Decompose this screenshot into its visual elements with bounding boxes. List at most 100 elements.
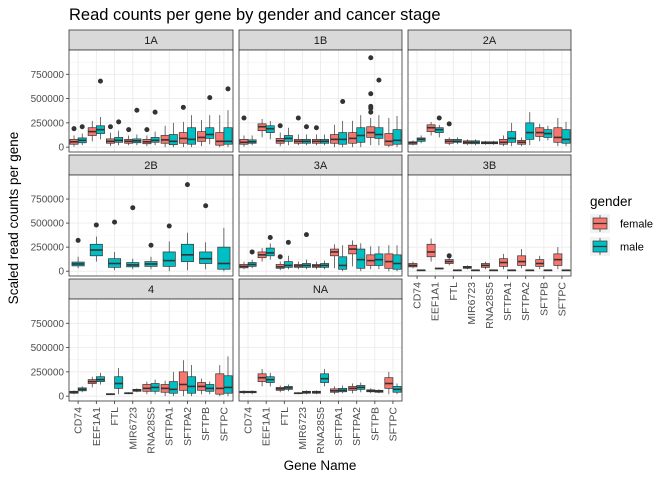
boxplot-sftpc-male [392, 383, 402, 395]
boxplot-sftpc-male [217, 227, 231, 272]
boxplot-ftl-female [106, 393, 115, 396]
box-iqr [553, 127, 563, 143]
facet-strip-label: 3B [483, 160, 496, 172]
boxplot-cd74-male [247, 135, 257, 146]
boxplot-cd74-male [71, 237, 85, 269]
outlier-point [446, 121, 452, 127]
panel-border [68, 49, 234, 153]
box-iqr [168, 381, 178, 394]
legend-item-male: male [590, 237, 644, 256]
x-tick-label: SFTPA1 [502, 282, 514, 321]
outlier-point [368, 91, 374, 97]
boxplot-eef1a1-female [257, 368, 267, 387]
boxplot-sftpa2-female [178, 104, 188, 148]
boxplot-sftpa2-male [525, 112, 535, 146]
facet-panel: 1A 0 250000 500000 750000 [31, 29, 234, 154]
facet-panel: 3B [407, 154, 572, 277]
boxplot-cd74-female [69, 126, 79, 147]
outlier-point [203, 203, 209, 209]
boxplot-sftpb-male [543, 125, 553, 141]
outlier-point [436, 115, 442, 121]
boxplot-eef1a1-male [265, 372, 275, 387]
outlier-point [112, 219, 118, 225]
y-tick-label: 250000 [31, 243, 65, 254]
facet-strip-label: NA [313, 284, 329, 296]
boxplot-mir6723-male [302, 232, 311, 270]
outlier-point [152, 109, 158, 115]
boxplot-rna28s5-male [489, 269, 498, 272]
boxplot-ftl-male [108, 219, 122, 271]
boxplot-rna28s5-male [144, 242, 158, 270]
boxplot-cd74-male [77, 124, 87, 146]
boxplot-sftpc-male [561, 121, 571, 147]
boxplot-mir6723-female [462, 265, 472, 270]
y-tick-label: 500000 [31, 219, 65, 230]
x-tick-label: EEF1A1 [430, 282, 442, 321]
facet-strip-label: 1A [144, 35, 158, 47]
boxplot-mir6723-male [302, 124, 311, 146]
outlier-point [75, 237, 81, 243]
facet-panel: NA [238, 278, 403, 402]
boxplot-eef1a1-male [89, 222, 103, 262]
boxplot-mir6723-female [293, 115, 303, 146]
box-iqr [223, 127, 233, 145]
outlier-point [116, 119, 122, 125]
box-iqr [215, 132, 225, 146]
outlier-point [368, 109, 374, 115]
boxplot-eef1a1-male [265, 120, 275, 140]
boxplot-mir6723-male [471, 269, 480, 272]
y-tick-label: 0 [58, 267, 64, 278]
boxplot-sftpb-female [197, 378, 207, 395]
boxplot-sftpa1-male [338, 245, 348, 272]
boxplot-sftpa2-male [180, 182, 194, 271]
outlier-point [295, 115, 301, 121]
y-tick-label: 750000 [31, 319, 65, 330]
outlier-point [249, 249, 255, 255]
boxplot-cd74-male [77, 386, 87, 393]
boxplot-eef1a1-female [87, 120, 97, 142]
outlier-point [313, 125, 319, 131]
boxplot-cd74-male [416, 135, 426, 144]
boxplot-sftpa2-male [356, 382, 366, 393]
boxplot-sftpa2-female [517, 249, 527, 269]
x-tick-label: MIR6723 [297, 407, 309, 450]
facet-panels: 1A 0 250000 500000 750000 1B 2A 2B 0 250000 500000… [31, 29, 572, 403]
box-iqr [265, 247, 275, 257]
boxplot-sftpb-male [374, 389, 384, 394]
boxplot-ftl-male [283, 384, 293, 392]
legend-item-female: female [590, 214, 653, 233]
boxplot-sftpa2-male [356, 243, 366, 272]
boxplot-ftl-male [114, 367, 124, 395]
outlier-point [446, 253, 452, 259]
boxplot-sftpc-male [392, 245, 402, 272]
x-tick-label: RNA28S5 [315, 407, 327, 454]
boxplot-sftpc-female [553, 247, 563, 270]
outlier-point [207, 95, 213, 101]
boxplot-cd74-female [69, 390, 79, 395]
facet-panel: 3A [238, 154, 403, 277]
box-iqr [283, 261, 293, 268]
outlier-point [107, 124, 113, 130]
box-iqr [338, 256, 348, 270]
facet-strip-label: 3A [314, 160, 328, 172]
outlier-point [277, 254, 283, 260]
x-tick-label: SFTPA2 [351, 407, 363, 446]
boxplot-cd74-male [247, 390, 257, 395]
chart-title: Read counts per gene by gender and cance… [69, 6, 441, 24]
box-iqr [162, 251, 176, 267]
outlier-point [303, 124, 309, 130]
boxplot-sftpa2-male [356, 115, 366, 148]
outlier-point [303, 232, 309, 238]
y-tick-label: 750000 [31, 195, 65, 206]
boxplot-sftpb-female [366, 55, 376, 146]
outlier-point [180, 104, 186, 110]
boxplot-cd74-female [408, 261, 418, 269]
box-iqr [217, 246, 231, 270]
x-tick-label: CD74 [73, 407, 85, 434]
y-tick-label: 0 [58, 143, 64, 154]
facet-panel: 4 0 250000 500000 750000 [31, 278, 234, 403]
outlier-point [71, 126, 77, 132]
outlier-point [134, 107, 140, 113]
boxplot-rna28s5-male [320, 260, 329, 270]
outlier-point [166, 223, 172, 229]
